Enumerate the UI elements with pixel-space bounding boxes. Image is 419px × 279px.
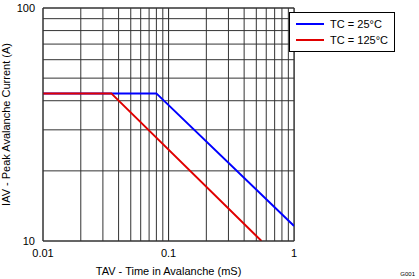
svg-text:0.01: 0.01 xyxy=(32,247,53,259)
svg-text:IAV - Peak Avalanche Current (: IAV - Peak Avalanche Current (A) xyxy=(8,43,12,206)
html-text:G001: G001 xyxy=(400,271,415,277)
svg-text:100: 100 xyxy=(17,2,35,14)
svg-text:TAV - Time in Avalanche (mS): TAV - Time in Avalanche (mS) xyxy=(96,265,242,277)
html-text:TC = 25°C: TC = 25°C xyxy=(330,18,382,30)
svg-text:0.1: 0.1 xyxy=(161,247,176,259)
svg-text:10: 10 xyxy=(23,235,35,247)
svg-text:1: 1 xyxy=(291,247,297,259)
html-text:TC = 125°C: TC = 125°C xyxy=(330,34,388,46)
